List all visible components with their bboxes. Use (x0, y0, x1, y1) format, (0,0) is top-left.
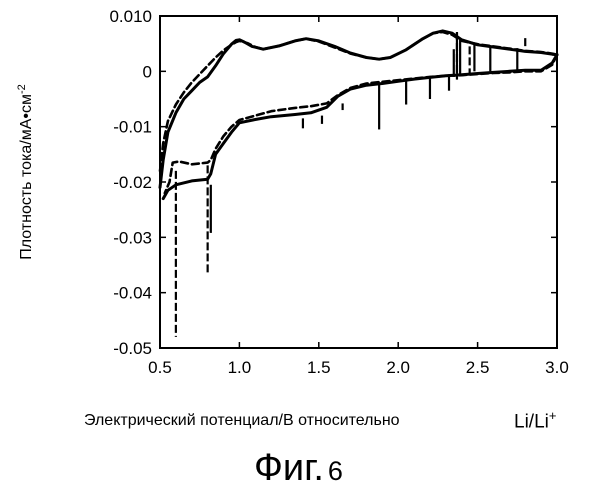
x-tick-label: 3.0 (545, 358, 569, 377)
y-axis-label: Плотность тока/мА•см (18, 94, 35, 260)
x-tick-label: 2.0 (386, 358, 410, 377)
y-tick-label: -0.05 (113, 339, 152, 358)
figure-label-prefix: Фиг. (254, 447, 324, 489)
x-axis-unit: Li/Li+ (514, 408, 556, 433)
y-tick-label: -0.02 (113, 173, 152, 192)
x-axis-label: Электрический потенциал/В относительно (84, 412, 400, 430)
cv-chart: 0.010 0 -0.01 -0.02 -0.03 -0.04 -0.050.5 1.0 1.5… (0, 0, 610, 440)
y-axis-label-exponent: -2 (16, 84, 28, 94)
figure-label: Фиг.6 (254, 447, 343, 490)
solid-series-lower-branch (163, 55, 557, 199)
x-tick-label: 1.5 (307, 358, 331, 377)
x-tick-label: 2.5 (466, 358, 490, 377)
y-tick-label: -0.01 (113, 118, 152, 137)
axes: 0.010 0 -0.01 -0.02 -0.03 -0.04 -0.050.5 1.0 1.5… (109, 7, 568, 377)
x-tick-label: 1.0 (228, 358, 252, 377)
plot-frame (160, 16, 557, 348)
dashed-series-lower-branch (165, 55, 557, 193)
y-tick-label: -0.04 (113, 284, 152, 303)
x-tick-label: 0.5 (148, 358, 172, 377)
figure-label-number: 6 (328, 456, 343, 486)
y-tick-label: -0.03 (113, 228, 152, 247)
y-tick-label: 0.010 (109, 7, 152, 26)
y-tick-label: 0 (143, 62, 152, 81)
x-axis-unit-sup: + (549, 408, 557, 423)
plot-area (160, 31, 557, 337)
x-axis-unit-text: Li/Li (514, 411, 549, 432)
y-axis-title: Плотность тока/мА•см-2 (16, 84, 36, 260)
